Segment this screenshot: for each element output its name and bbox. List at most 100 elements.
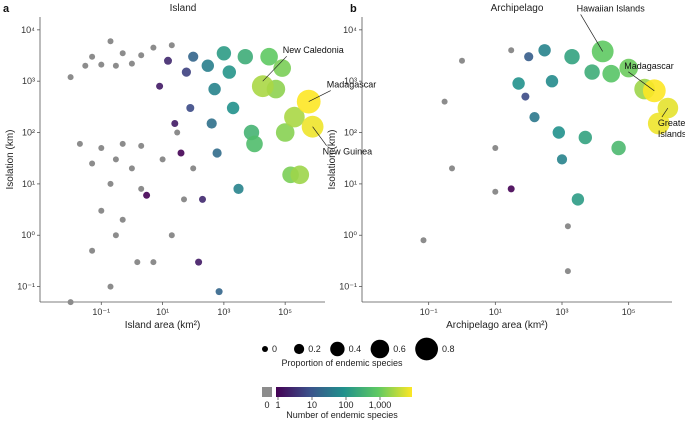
data-point <box>112 232 119 239</box>
data-point <box>89 160 96 167</box>
data-point <box>556 154 568 165</box>
data-point <box>584 64 600 80</box>
annotation-leader <box>628 71 655 92</box>
data-point <box>208 82 221 96</box>
data-point <box>212 148 222 158</box>
data-point <box>246 135 263 153</box>
x-tick-label: 10⁻¹ <box>92 307 110 317</box>
data-point <box>174 129 181 136</box>
colorbar-ticks: 1 10 100 1,000 <box>275 397 391 410</box>
data-point <box>134 259 141 266</box>
data-point <box>138 185 145 192</box>
data-point <box>284 106 305 128</box>
data-point <box>89 53 96 60</box>
data-point <box>119 216 126 223</box>
y-tick-label: 10³ <box>22 76 35 86</box>
data-point <box>512 77 525 90</box>
data-point <box>441 98 448 105</box>
data-point <box>647 112 670 135</box>
data-point <box>508 47 515 54</box>
data-point <box>190 165 197 172</box>
size-legend-circle <box>262 346 268 352</box>
data-point <box>552 126 565 139</box>
data-point <box>206 118 217 129</box>
size-legend-label: 0.6 <box>393 344 406 354</box>
annotation-label: New Caledonia <box>283 45 344 55</box>
data-point <box>233 183 244 194</box>
x-tick-label: 10⁵ <box>622 307 636 317</box>
data-point <box>642 79 666 103</box>
size-legend-circle <box>415 337 438 361</box>
data-point <box>215 288 223 296</box>
data-point <box>545 75 559 88</box>
x-tick-label: 10³ <box>555 307 568 317</box>
data-point <box>107 283 114 290</box>
y-axis-label: Isolation (km) <box>327 129 338 189</box>
data-point <box>571 193 585 206</box>
y-tick-label: 10⁻¹ <box>339 282 357 292</box>
data-point <box>138 142 145 149</box>
zero-label: 0 <box>264 400 269 410</box>
panel-label: b <box>350 3 357 15</box>
y-tick-label: 10⁰ <box>343 230 357 240</box>
data-point <box>181 67 191 77</box>
y-tick-label: 10⁻¹ <box>17 282 35 292</box>
data-point <box>201 59 214 72</box>
x-axis-label: Island area (km²) <box>125 320 201 331</box>
data-point <box>507 185 515 193</box>
data-point <box>168 232 175 239</box>
data-point <box>98 61 105 68</box>
data-point <box>107 38 114 45</box>
data-point <box>226 101 240 115</box>
x-axis-label: Archipelago area (km²) <box>446 320 548 331</box>
annotation-leader <box>312 126 327 146</box>
data-point <box>591 40 614 63</box>
data-point <box>67 299 74 306</box>
data-point <box>199 195 206 203</box>
data-point <box>138 52 145 59</box>
data-point <box>521 92 530 101</box>
size-legend: 0 0.2 0.4 0.6 0.8 <box>262 337 455 361</box>
data-point <box>188 51 199 62</box>
panel-island: a Island 10⁻¹ 10⁰ 10¹ 10² 10³ 10⁴ 10⁻¹ 10¹ 10³ 10⁵ I… <box>3 3 376 331</box>
data-point <box>564 223 571 230</box>
colorbar <box>276 387 412 397</box>
data-point <box>538 44 551 57</box>
data-point <box>171 120 179 127</box>
data-point <box>459 57 465 64</box>
y-tick-label: 10¹ <box>22 179 35 189</box>
size-legend-label: 0.2 <box>308 344 321 354</box>
x-tick-label: 10⁻¹ <box>420 307 438 317</box>
data-point <box>119 50 126 57</box>
data-point <box>611 140 626 156</box>
data-point <box>492 188 499 195</box>
panel-title: Island <box>170 3 197 14</box>
data-point <box>76 140 83 147</box>
x-tick-label: 10¹ <box>156 307 169 317</box>
color-legend-title: Number of endemic species <box>286 410 398 420</box>
data-point <box>529 112 540 123</box>
data-point <box>222 65 236 79</box>
data-point <box>564 268 571 275</box>
annotation-label: Hawaiian Islands <box>577 3 646 13</box>
y-axis-label: Isolation (km) <box>5 129 16 189</box>
x-tick-label: 10³ <box>217 307 230 317</box>
size-legend-circle <box>294 343 305 355</box>
data-point <box>98 145 105 151</box>
data-point <box>602 64 620 83</box>
size-legend-label: 0.8 <box>442 344 455 354</box>
data-point <box>619 58 638 78</box>
colorbar-tick-label: 10 <box>307 400 317 410</box>
zero-swatch <box>262 387 272 397</box>
y-tick-label: 10⁴ <box>343 25 357 35</box>
data-point <box>89 247 96 254</box>
data-point <box>181 196 187 203</box>
x-tick-label: 10⁵ <box>278 307 292 317</box>
data-point <box>128 60 135 67</box>
annotation-label: Madagascar <box>327 80 377 90</box>
colorbar-tick-label: 100 <box>338 400 353 410</box>
legend: 0 0.2 0.4 0.6 0.8 Proportion of endemic spec… <box>262 337 455 420</box>
panel-label: a <box>3 3 10 15</box>
data-point <box>296 89 321 114</box>
